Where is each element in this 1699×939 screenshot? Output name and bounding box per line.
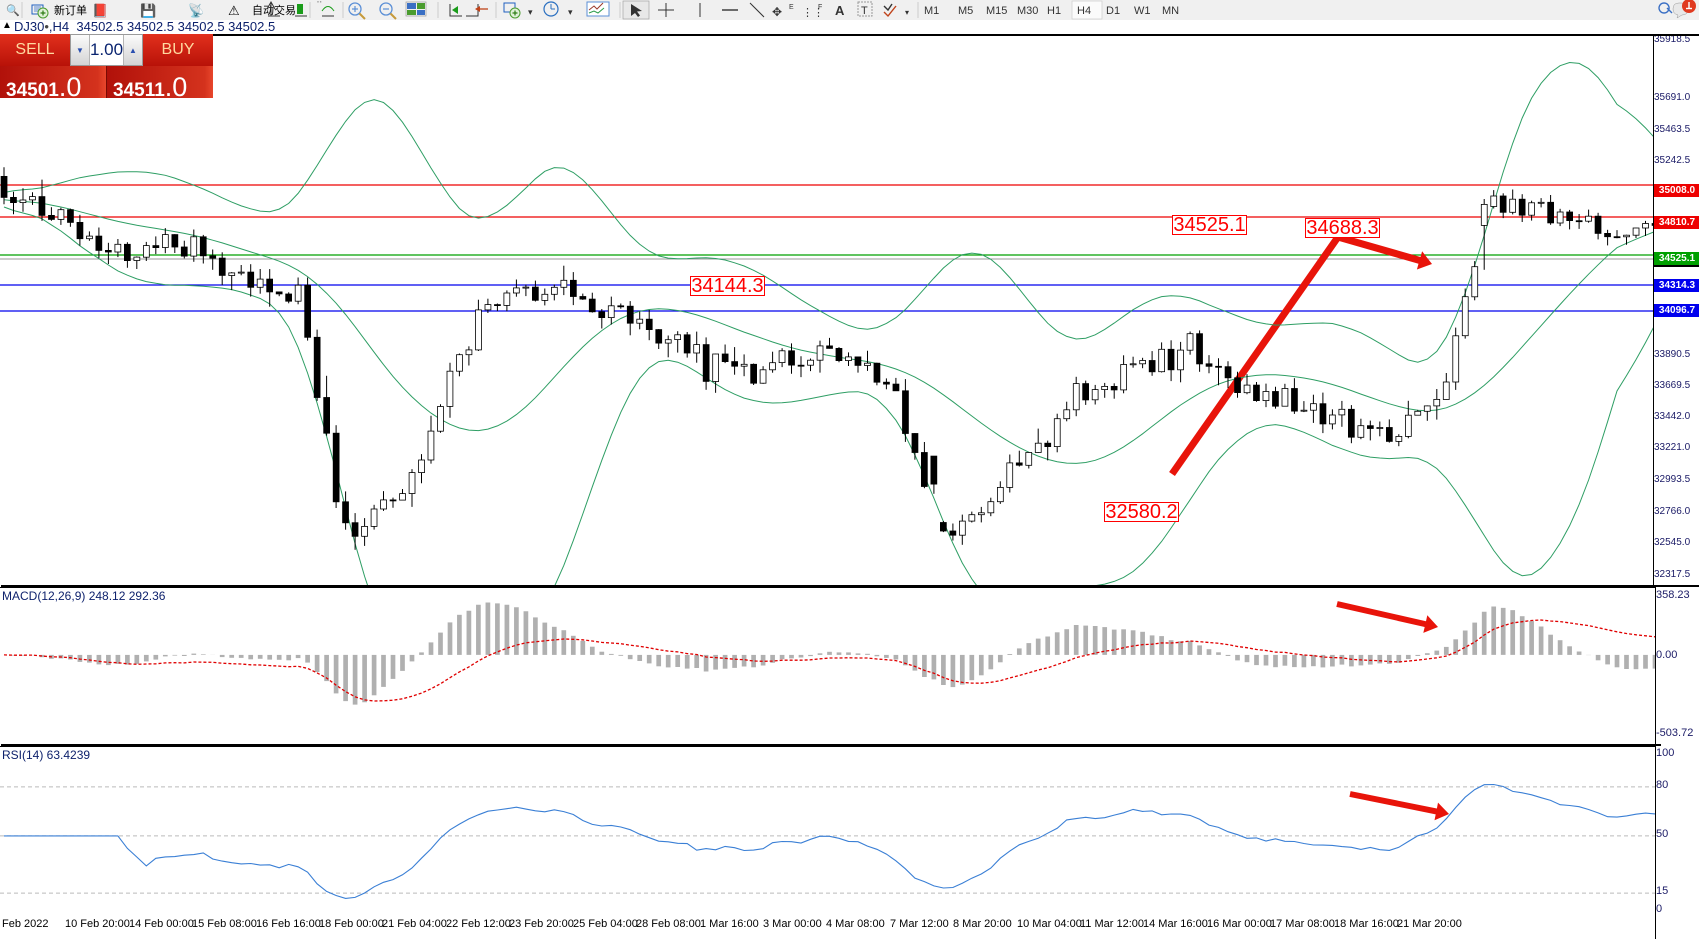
svg-text:H4: H4 (1077, 5, 1091, 17)
svg-text:T: T (861, 5, 868, 17)
svg-text:📡: 📡 (188, 2, 204, 18)
svg-text:▾: ▾ (905, 8, 909, 17)
svg-text:M5: M5 (958, 5, 973, 17)
svg-text:自动交易: 自动交易 (252, 3, 296, 17)
svg-text:W1: W1 (1134, 5, 1151, 17)
svg-text:▾: ▾ (568, 7, 573, 17)
svg-text:E: E (789, 4, 794, 11)
svg-text:⠿: ⠿ (316, 0, 323, 5)
svg-text:⚠: ⚠ (228, 3, 240, 18)
svg-text:💾: 💾 (140, 3, 156, 18)
svg-text:✥: ✥ (772, 5, 782, 19)
svg-text:A: A (835, 3, 845, 18)
svg-text:📕: 📕 (92, 3, 108, 18)
svg-text:H1: H1 (1047, 5, 1061, 17)
svg-text:▾: ▾ (528, 7, 533, 17)
svg-text:新订单: 新订单 (54, 3, 87, 17)
svg-text:M15: M15 (986, 5, 1007, 17)
svg-text:🔍: 🔍 (6, 3, 20, 17)
svg-text:M30: M30 (1017, 5, 1038, 17)
svg-text:D1: D1 (1106, 5, 1120, 17)
svg-text:MN: MN (1162, 5, 1179, 17)
svg-text:F: F (818, 4, 822, 11)
svg-text:M1: M1 (924, 5, 939, 17)
